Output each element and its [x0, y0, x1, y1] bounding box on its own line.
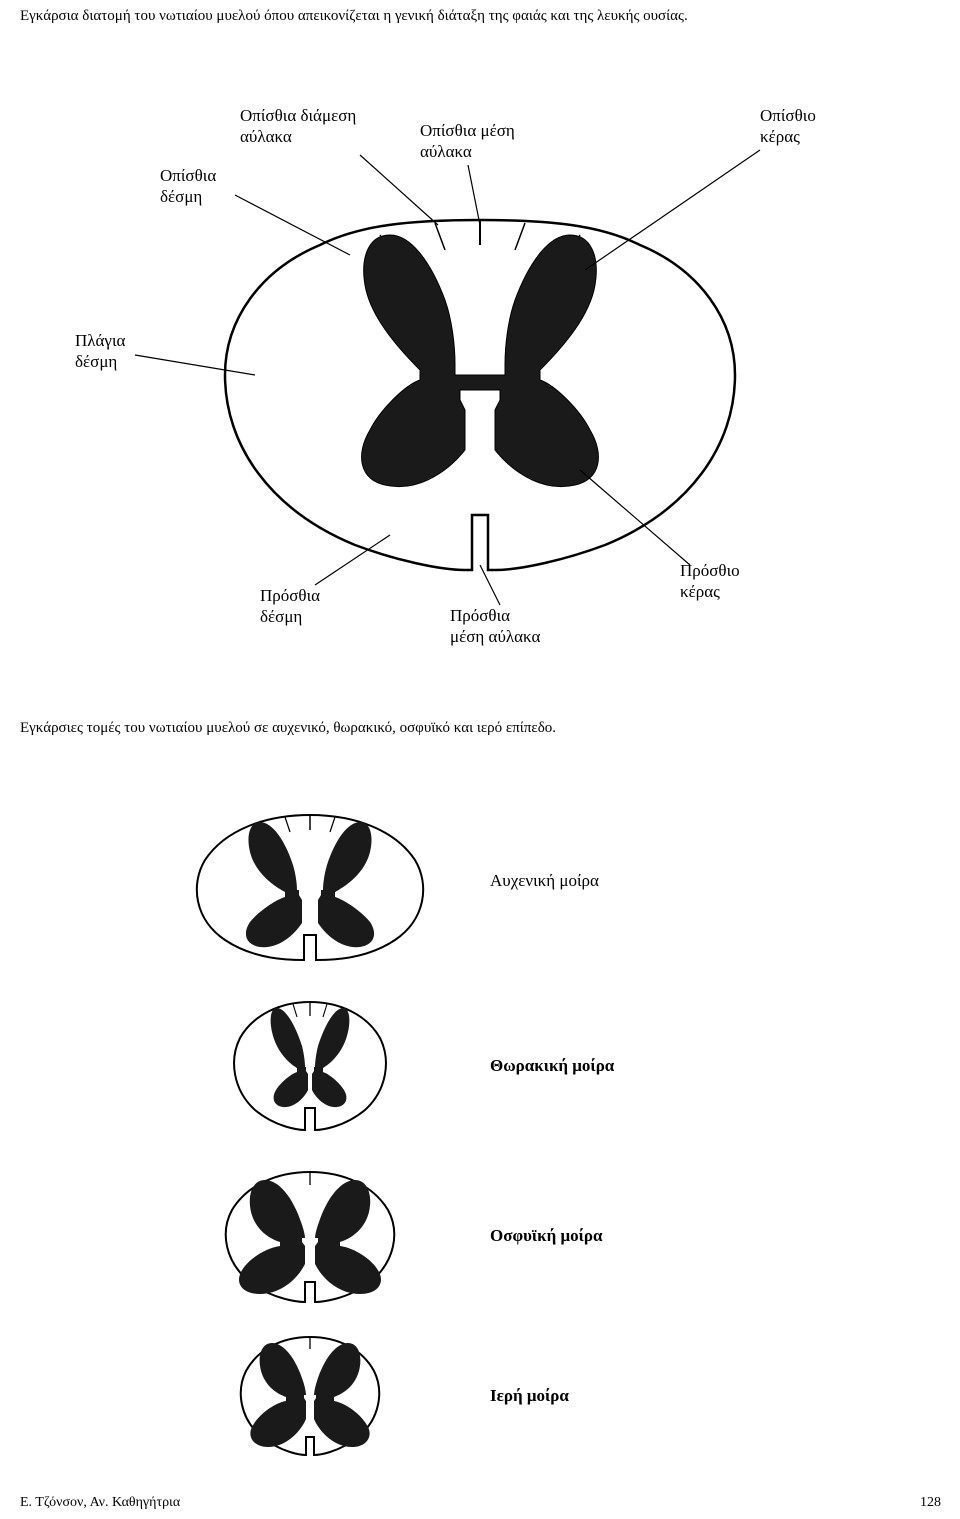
label-line-2: δέσμη — [160, 187, 202, 206]
footer-page-number: 128 — [920, 1495, 941, 1511]
thoracic-section-svg — [215, 990, 405, 1140]
label-line-2: κέρας — [680, 582, 720, 601]
label-lumbar: Οσφυϊκή μοίρα — [490, 1225, 603, 1246]
label-thoracic: Θωρακική μοίρα — [490, 1055, 614, 1076]
label-posterior-funiculus: Οπίσθια δέσμη — [160, 165, 216, 208]
label-line-1: Οπίσθια μέση — [420, 121, 515, 140]
label-anterior-horn: Πρόσθιο κέρας — [680, 560, 740, 603]
label-line-2: αύλακα — [240, 127, 292, 146]
label-anterior-median-fissure: Πρόσθια μέση αύλακα — [450, 605, 540, 648]
label-line-1: Οπίσθιο — [760, 106, 816, 125]
spinal-levels-diagram: Αυχενική μοίρα Θωρακική μοίρα Οσφυϊκή μο… — [150, 800, 810, 1460]
label-line-1: Πλάγια — [75, 331, 125, 350]
caption-top: Εγκάρσια διατομή του νωτιαίου μυελού όπο… — [20, 8, 940, 25]
footer-author: Ε. Τζόνσον, Αν. Καθηγήτρια — [20, 1495, 180, 1511]
label-line-2: μέση αύλακα — [450, 627, 540, 646]
label-line-1: Πρόσθια — [260, 586, 320, 605]
label-line-2: κέρας — [760, 127, 800, 146]
caption-middle: Εγκάρσιες τομές του νωτιαίου μυελού σε α… — [20, 720, 940, 737]
sacral-section-svg — [220, 1325, 400, 1465]
cervical-section-svg — [180, 800, 440, 970]
label-lateral-funiculus: Πλάγια δέσμη — [75, 330, 125, 373]
label-line-2: αύλακα — [420, 142, 472, 161]
label-posterior-median-sulcus: Οπίσθια μέση αύλακα — [420, 120, 515, 163]
lumbar-section-svg — [205, 1160, 415, 1310]
label-line-1: Πρόσθιο — [680, 561, 740, 580]
label-line-1: Πρόσθια — [450, 606, 510, 625]
spinal-cord-cross-section-diagram: Οπίσθια διάμεση αύλακα Οπίσθια μέση αύλα… — [60, 110, 900, 660]
label-line-1: Οπίσθια — [160, 166, 216, 185]
label-line-2: δέσμη — [260, 607, 302, 626]
label-posterior-intermediate-sulcus: Οπίσθια διάμεση αύλακα — [240, 105, 356, 148]
label-sacral: Ιερή μοίρα — [490, 1385, 569, 1406]
label-line-1: Οπίσθια διάμεση — [240, 106, 356, 125]
label-posterior-horn: Οπίσθιο κέρας — [760, 105, 816, 148]
label-line-2: δέσμη — [75, 352, 117, 371]
label-anterior-funiculus: Πρόσθια δέσμη — [260, 585, 320, 628]
label-cervical: Αυχενική μοίρα — [490, 870, 599, 891]
